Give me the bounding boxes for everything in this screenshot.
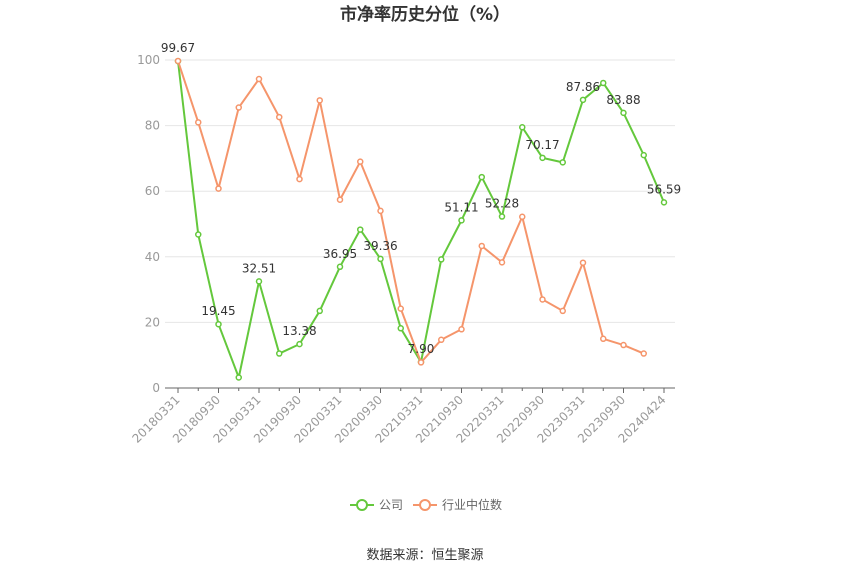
legend-marker-1: [419, 499, 431, 511]
series-1-point[interactable]: [600, 335, 607, 343]
series-0-point[interactable]: [640, 151, 647, 159]
series-1-point[interactable]: [397, 305, 404, 312]
y-tick-label: 80: [145, 119, 160, 133]
series-0-point[interactable]: [519, 123, 526, 131]
data-label: 87.86: [566, 80, 600, 94]
legend[interactable]: 公司 行业中位数: [350, 497, 502, 512]
data-label: 32.51: [242, 261, 276, 275]
data-label: 99.67: [161, 41, 195, 55]
series-0-point[interactable]: [660, 199, 668, 206]
series-1-point[interactable]: [620, 341, 627, 349]
series-1-point[interactable]: [336, 196, 344, 203]
series-1-point[interactable]: [174, 57, 182, 65]
series-0-point[interactable]: [498, 213, 506, 220]
series-1-point[interactable]: [377, 207, 384, 215]
series-1-point[interactable]: [478, 242, 485, 250]
series-1-point[interactable]: [417, 359, 425, 366]
series-0-point[interactable]: [377, 255, 384, 263]
series-0-point[interactable]: [458, 217, 465, 224]
series-1-point[interactable]: [195, 119, 202, 126]
data-label: 83.88: [606, 93, 640, 107]
series-1-point[interactable]: [276, 113, 283, 121]
series-0-point[interactable]: [357, 226, 364, 233]
series-1-point[interactable]: [357, 158, 364, 165]
source-note: 数据来源：恒生聚源: [366, 548, 483, 563]
series-0-point[interactable]: [539, 154, 546, 162]
series-1-point[interactable]: [316, 97, 323, 104]
series-1-point[interactable]: [498, 259, 506, 266]
data-label: 70.17: [525, 138, 559, 152]
series-1-point[interactable]: [438, 336, 445, 344]
series-1-point[interactable]: [296, 175, 303, 183]
legend-label-0: 公司: [379, 498, 403, 512]
series-0-point[interactable]: [296, 340, 303, 348]
series-1-line: [177, 60, 645, 364]
data-label: 56.59: [647, 182, 681, 196]
series-1-point[interactable]: [458, 326, 465, 333]
x-axis: 2018033120180930201903312019093020200331…: [130, 387, 675, 446]
grid-lines: [165, 59, 675, 323]
series-0-point[interactable]: [579, 96, 587, 104]
y-tick-label: 20: [145, 315, 160, 329]
y-tick-label: 40: [145, 250, 160, 264]
series-1-point[interactable]: [519, 213, 526, 221]
series-0-point[interactable]: [600, 79, 607, 87]
data-label: 51.11: [444, 200, 478, 214]
data-label: 19.45: [201, 304, 235, 318]
legend-label-1: 行业中位数: [442, 497, 502, 512]
y-tick-label: 60: [145, 184, 160, 198]
series-0-line: [177, 60, 665, 379]
series-0-point[interactable]: [316, 307, 323, 315]
data-label: 7.90: [408, 342, 435, 356]
data-label: 52.28: [485, 197, 519, 211]
series-0-point[interactable]: [255, 278, 263, 285]
series-1-point[interactable]: [640, 350, 647, 357]
data-label: 39.36: [363, 239, 397, 253]
data-labels: 99.67 19.45 32.51 13.38 36.95 39.36 7.90 51.11 5…: [161, 41, 681, 356]
series-0-point[interactable]: [336, 263, 344, 271]
series-0-point[interactable]: [620, 109, 627, 117]
legend-marker-0: [356, 499, 368, 511]
series-0-point[interactable]: [559, 159, 566, 166]
series-0-point[interactable]: [478, 173, 485, 181]
series-layer: [174, 57, 668, 381]
y-tick-label: 0: [152, 381, 160, 395]
series-1-point[interactable]: [215, 185, 222, 192]
y-axis: 0 20 40 60 80 100: [137, 53, 160, 395]
series-1-point[interactable]: [235, 104, 242, 111]
series-1-point[interactable]: [559, 307, 566, 315]
series-1-point[interactable]: [539, 296, 546, 303]
series-0-point[interactable]: [276, 350, 283, 357]
series-0-point[interactable]: [397, 325, 404, 332]
y-tick-label: 100: [137, 53, 160, 67]
series-0-point[interactable]: [235, 374, 242, 381]
series-1-point[interactable]: [255, 75, 263, 83]
series-0-point[interactable]: [215, 320, 222, 328]
series-1-point[interactable]: [579, 259, 587, 266]
series-0-point[interactable]: [438, 256, 445, 263]
data-label: 13.38: [282, 324, 316, 338]
chart-title: 市净率历史分位（%）: [340, 4, 510, 25]
data-label: 36.95: [323, 247, 357, 261]
series-0-point[interactable]: [195, 231, 202, 238]
